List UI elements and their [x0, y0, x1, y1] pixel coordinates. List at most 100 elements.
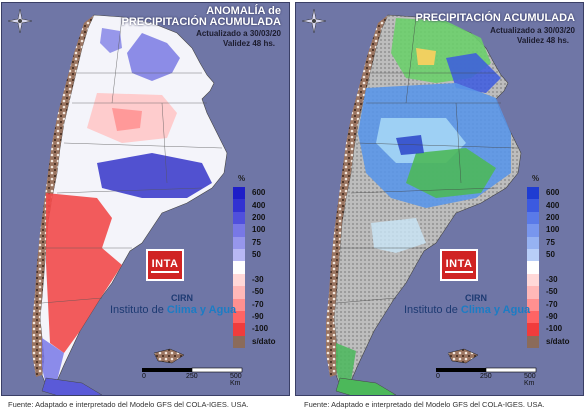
legend-label: s/dato — [252, 336, 276, 346]
province-borders — [41, 16, 223, 304]
inta-logo: INTA — [440, 249, 478, 281]
legend-label: 50 — [252, 250, 261, 260]
legend-swatch — [233, 261, 245, 274]
legend-label: -50 — [252, 287, 264, 297]
anomaly-title: ANOMALÍA de PRECIPITACIÓN ACUMULADA — [121, 5, 282, 28]
legend-swatch — [527, 261, 539, 274]
legend-label: 75 — [252, 237, 261, 247]
legend-row: -100 — [527, 323, 581, 336]
anomaly-map-panel: ANOMALÍA de PRECIPITACIÓN ACUMULADA Actu… — [1, 2, 290, 396]
legend-row: -70 — [233, 298, 287, 311]
andes-nodata-strip — [32, 15, 94, 377]
anomaly-legend: 600 400 200 100 75 50 -30 -50 -70 -90 -100 s/dato — [233, 187, 287, 349]
legend-swatch — [527, 236, 539, 249]
legend-row: 200 — [527, 211, 581, 225]
accumulated-updated: Actualizado a 30/03/20 — [490, 26, 575, 35]
institute-name: Instituto de Clima y Agua — [404, 304, 531, 316]
compass-rose-icon — [301, 8, 327, 34]
legend-row: 50 — [527, 248, 581, 262]
legend-label: -70 — [546, 299, 558, 309]
legend-row: -50 — [527, 286, 581, 299]
legend-row — [527, 261, 581, 274]
legend-row: -50 — [233, 286, 287, 299]
patagonia-dry-anomaly — [46, 193, 122, 353]
legend-swatch — [233, 323, 245, 336]
legend-swatch — [527, 335, 539, 349]
legend-row: 100 — [233, 224, 287, 237]
anomaly-validity: Validez 48 hs. — [222, 39, 275, 48]
anomaly-legend-unit: % — [238, 174, 246, 183]
cirn-label: CIRN — [465, 293, 487, 303]
accumulated-validity: Validez 48 hs. — [516, 36, 569, 45]
legend-label: s/dato — [546, 336, 570, 346]
malvinas-islands — [153, 348, 185, 364]
cirn-label: CIRN — [171, 293, 193, 303]
legend-label: -50 — [546, 287, 558, 297]
scale-bar: 0 250 500 Km — [436, 363, 546, 387]
north-wet-anomaly — [127, 33, 180, 81]
province-borders — [335, 16, 517, 304]
compass-rose-icon — [7, 8, 33, 34]
legend-swatch — [233, 310, 245, 324]
legend-swatch — [233, 211, 245, 225]
legend-row: -100 — [233, 323, 287, 336]
legend-row — [233, 261, 287, 274]
source-footer-right: Fuente: Adaptado e interpretado del Mode… — [304, 400, 545, 409]
legend-swatch — [233, 236, 245, 249]
legend-swatch — [527, 310, 539, 324]
legend-row: 400 — [233, 199, 287, 212]
legend-swatch — [233, 248, 245, 262]
legend-label: -30 — [546, 274, 558, 284]
legend-swatch — [233, 298, 245, 311]
legend-label: 600 — [546, 188, 560, 198]
accumulated-map-panel: PRECIPITACIÓN ACUMULADA Actualizado a 30… — [295, 2, 584, 396]
anomaly-map — [32, 14, 228, 395]
institute-name: Instituto de Clima y Agua — [110, 304, 237, 316]
legend-swatch — [527, 187, 539, 200]
legend-label: 200 — [252, 212, 266, 222]
scale-bar: 0 250 500 Km — [142, 363, 252, 387]
legend-label: -90 — [252, 312, 264, 322]
legend-swatch — [527, 211, 539, 225]
legend-label: -90 — [546, 312, 558, 322]
legend-label: 50 — [546, 250, 555, 260]
legend-row: s/dato — [233, 335, 287, 349]
legend-swatch — [527, 286, 539, 299]
tierra-del-fuego — [41, 377, 103, 395]
legend-label: 200 — [546, 212, 560, 222]
central-deep-dry — [112, 108, 142, 131]
legend-row: -30 — [233, 273, 287, 287]
andes-nodata-strip — [326, 15, 388, 377]
legend-label: 400 — [546, 200, 560, 210]
northwest-wet-anomaly — [100, 28, 122, 53]
legend-swatch — [527, 298, 539, 311]
legend-row: 100 — [527, 224, 581, 237]
legend-swatch — [233, 335, 245, 349]
legend-label: -100 — [546, 324, 563, 334]
legend-swatch — [233, 187, 245, 200]
inta-logo: INTA — [146, 249, 184, 281]
legend-row: 200 — [233, 211, 287, 225]
legend-row: s/dato — [527, 335, 581, 349]
legend-swatch — [527, 323, 539, 336]
legend-label: 75 — [546, 237, 555, 247]
central-rain-green — [406, 148, 496, 198]
legend-row: 600 — [233, 187, 287, 200]
legend-label: 100 — [546, 225, 560, 235]
legend-label: 600 — [252, 188, 266, 198]
legend-swatch — [527, 273, 539, 287]
legend-swatch — [527, 224, 539, 237]
legend-swatch — [527, 199, 539, 212]
legend-swatch — [233, 199, 245, 212]
legend-label: 100 — [252, 225, 266, 235]
southern-wet-tip — [42, 338, 64, 385]
east-wet-band — [97, 153, 212, 198]
legend-row: -70 — [527, 298, 581, 311]
legend-row: 600 — [527, 187, 581, 200]
accumulated-title: PRECIPITACIÓN ACUMULADA — [415, 12, 576, 24]
legend-swatch — [233, 224, 245, 237]
central-rain-dark — [396, 135, 424, 155]
accumulated-legend: 600 400 200 100 75 50 -30 -50 -70 -90 -100 s/dato — [527, 187, 581, 349]
southern-green-tip — [336, 343, 356, 385]
accumulated-map — [326, 14, 522, 395]
